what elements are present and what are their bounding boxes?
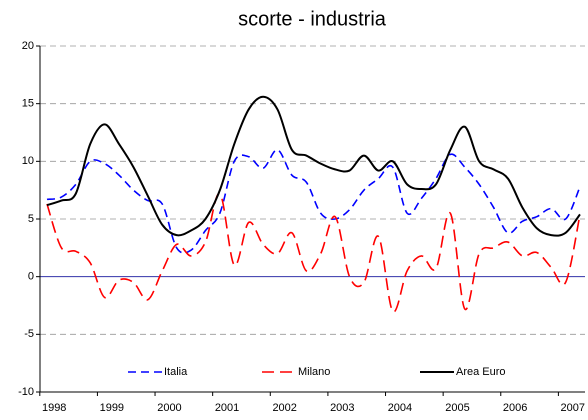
x-tick-label: 2001: [215, 402, 239, 414]
x-tick-label: 1998: [42, 402, 66, 414]
y-tick-label: 10: [22, 155, 34, 167]
chart-title: scorte - industria: [238, 8, 387, 30]
x-tick-label: 2003: [330, 402, 354, 414]
y-tick-label: -5: [24, 328, 34, 340]
x-tick-label: 2006: [503, 402, 527, 414]
y-tick-label: -10: [18, 386, 34, 398]
y-tick-label: 5: [28, 213, 34, 225]
x-tick-label: 1999: [100, 402, 124, 414]
y-tick-label: 20: [22, 40, 34, 52]
x-tick-label: 2005: [445, 402, 469, 414]
y-tick-label: 15: [22, 98, 34, 110]
line-series: [46, 95, 581, 237]
x-tick-label: 2002: [272, 402, 296, 414]
line-series: [46, 149, 581, 254]
x-tick-label: 2007: [561, 402, 585, 414]
legend-label: Area Euro: [456, 366, 506, 378]
y-tick-label: 0: [28, 271, 34, 283]
legend-label: Italia: [164, 366, 188, 378]
x-tick-label: 2000: [157, 402, 181, 414]
line-series: [46, 192, 581, 313]
legend-label: Milano: [298, 366, 330, 378]
x-tick-label: 2004: [388, 402, 412, 414]
